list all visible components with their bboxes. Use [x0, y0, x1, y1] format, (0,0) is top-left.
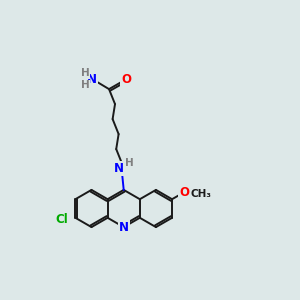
Text: CH₃: CH₃ — [190, 189, 211, 200]
Text: N: N — [114, 162, 124, 176]
Text: N: N — [119, 220, 129, 234]
Text: H: H — [125, 158, 134, 169]
Text: Cl: Cl — [56, 213, 68, 226]
Text: O: O — [179, 185, 189, 199]
Text: O: O — [122, 73, 131, 86]
Text: H: H — [81, 68, 89, 78]
Text: H: H — [81, 80, 89, 91]
Text: N: N — [87, 73, 97, 86]
